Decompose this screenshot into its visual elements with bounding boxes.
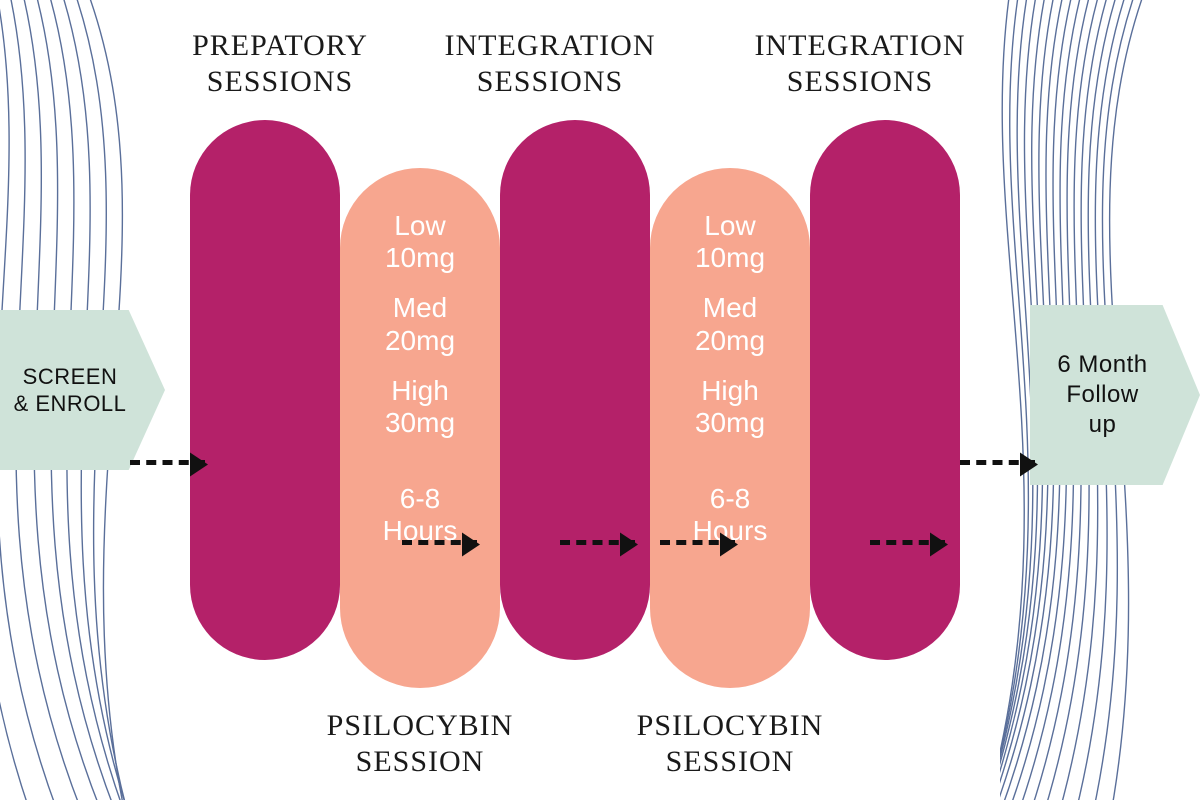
pill-integration-2 xyxy=(810,120,960,660)
flow-arrow-3 xyxy=(560,540,635,545)
caption-prepatory: PREPATORY SESSIONS xyxy=(160,28,400,100)
followup-tag: 6 Month Follow up xyxy=(1030,305,1200,485)
pill-psilocybin-2: Low10mg Med20mg High30mg 6-8Hours xyxy=(650,168,810,688)
caption-integration-1: INTEGRATION SESSIONS xyxy=(430,28,670,100)
tag-right-line1: 6 Month xyxy=(1057,350,1147,380)
caption-integration-2: INTEGRATION SESSIONS xyxy=(740,28,980,100)
tag-left-line1: SCREEN xyxy=(14,363,127,391)
flow-arrow-5 xyxy=(870,540,945,545)
diagram-stage: SCREEN & ENROLL 6 Month Follow up PREPAT… xyxy=(0,0,1200,800)
tag-left-line2: & ENROLL xyxy=(14,390,127,418)
flow-arrow-4 xyxy=(660,540,735,545)
caption-psilocybin-2: PSILOCYBIN SESSION xyxy=(610,708,850,780)
flow-arrow-2 xyxy=(402,540,477,545)
screen-enroll-tag: SCREEN & ENROLL xyxy=(0,310,165,470)
pill-psilocybin-1: Low10mg Med20mg High30mg 6-8Hours xyxy=(340,168,500,688)
flow-arrow-1 xyxy=(130,460,205,465)
dose-stack-2: Low10mg Med20mg High30mg 6-8Hours xyxy=(650,210,810,548)
dose-stack-1: Low10mg Med20mg High30mg 6-8Hours xyxy=(340,210,500,548)
tag-right-line3: up xyxy=(1057,410,1147,440)
caption-psilocybin-1: PSILOCYBIN SESSION xyxy=(300,708,540,780)
pill-integration-1 xyxy=(500,120,650,660)
flow-arrow-6 xyxy=(960,460,1035,465)
pill-prepatory xyxy=(190,120,340,660)
tag-right-line2: Follow xyxy=(1057,380,1147,410)
